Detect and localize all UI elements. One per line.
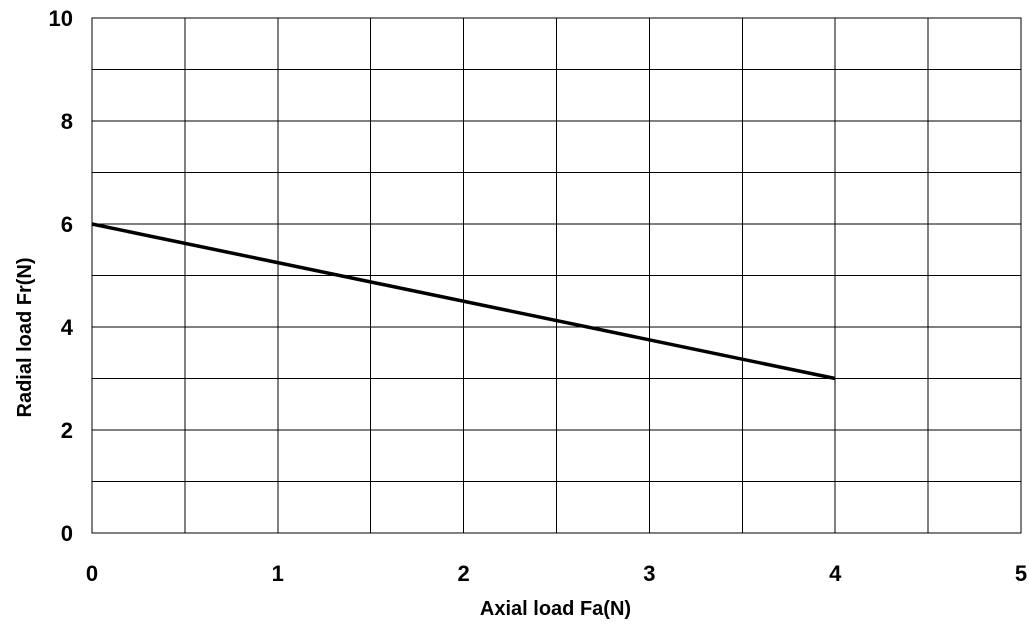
y-tick-label: 6 bbox=[61, 212, 73, 237]
x-tick-label: 4 bbox=[829, 561, 842, 586]
y-tick-label: 10 bbox=[49, 6, 73, 31]
series-line bbox=[91, 222, 836, 381]
x-tick-labels: 0 1 2 3 4 5 bbox=[86, 561, 1027, 586]
y-tick-label: 0 bbox=[61, 521, 73, 546]
x-tick-label: 3 bbox=[643, 561, 655, 586]
x-axis-title: Axial load Fa(N) bbox=[480, 598, 631, 620]
x-tick-label: 5 bbox=[1015, 561, 1027, 586]
series-layer bbox=[91, 222, 836, 381]
x-tick-label: 2 bbox=[457, 561, 469, 586]
x-tick-label: 1 bbox=[272, 561, 284, 586]
y-tick-label: 2 bbox=[61, 418, 73, 443]
y-tick-label: 4 bbox=[61, 315, 74, 340]
grid-lines bbox=[92, 18, 1021, 533]
x-tick-label: 0 bbox=[86, 561, 98, 586]
plot-frame bbox=[91, 17, 1022, 534]
y-axis-title: Radial load Fr(N) bbox=[14, 257, 36, 417]
y-tick-labels: 0 2 4 6 8 10 bbox=[49, 6, 74, 546]
y-tick-label: 8 bbox=[61, 109, 73, 134]
